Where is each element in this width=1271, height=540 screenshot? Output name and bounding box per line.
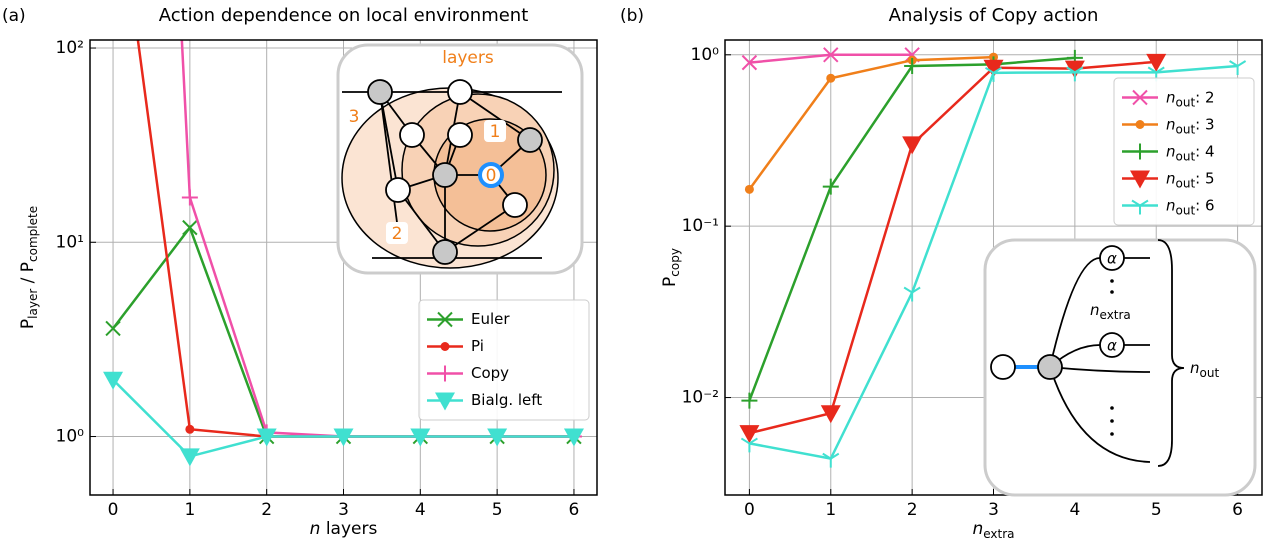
marker — [902, 136, 923, 155]
inset-number: 2 — [392, 224, 403, 244]
marker — [1130, 170, 1150, 189]
marker — [741, 392, 758, 409]
x-axis-label: nextra — [972, 519, 1014, 540]
x-tick-label: 4 — [1069, 500, 1080, 520]
legend: nout: 2 nout: 3 nout: 4 nout: 5 nout: 6 — [1113, 77, 1255, 226]
marker — [185, 424, 195, 434]
y-tick-label: 10¹ — [56, 232, 84, 252]
marker — [182, 219, 198, 236]
marker — [904, 58, 921, 75]
x-tick-label: 1 — [184, 500, 195, 520]
chart-title: Action dependence on local environment — [159, 5, 529, 26]
marker — [410, 428, 431, 447]
marker — [822, 178, 839, 195]
inset-number: 3 — [349, 107, 360, 127]
legend-label: Copy — [471, 364, 509, 382]
marker — [822, 452, 840, 468]
marker — [487, 428, 508, 447]
marker — [256, 428, 277, 447]
marker — [1131, 199, 1149, 215]
y-tick-label: 10⁻² — [682, 388, 719, 408]
marker — [1132, 89, 1148, 106]
plot-frame — [89, 39, 598, 496]
marker — [823, 47, 839, 63]
marker — [1229, 60, 1247, 76]
legend-label: Bialg. left — [471, 391, 542, 409]
legend-box — [418, 299, 590, 421]
y-tick-label: 10⁰ — [691, 45, 720, 65]
marker — [105, 320, 121, 337]
legend-box — [1113, 77, 1255, 226]
marker — [1146, 53, 1167, 72]
marker — [1064, 60, 1085, 79]
inset-diagram: layers 3 1 0 2 — [336, 43, 584, 275]
inset-n-extra: nextra — [1090, 301, 1131, 322]
legend-label: nout: 4 — [1166, 142, 1215, 163]
marker — [740, 437, 758, 453]
y-tick-label: 10⁻¹ — [682, 216, 719, 236]
x-tick-label: 3 — [338, 500, 349, 520]
marker — [826, 73, 836, 83]
series-line — [749, 60, 1157, 435]
x-tick-label: 5 — [1151, 500, 1162, 520]
plot-frame — [724, 39, 1263, 496]
plot — [739, 47, 1247, 468]
plot — [103, 40, 584, 467]
inset-title: layers — [442, 48, 494, 68]
legend-label: nout: 2 — [1166, 88, 1215, 109]
marker — [103, 371, 124, 390]
inset-alpha: α — [1107, 250, 1117, 268]
y-tick-label: 10² — [56, 38, 84, 58]
inset-number: 1 — [490, 122, 501, 142]
chart-title: Analysis of Copy action — [889, 5, 1099, 26]
marker — [903, 286, 921, 302]
marker — [435, 392, 455, 411]
panel-label: (a) — [2, 6, 26, 26]
x-tick-label: 6 — [569, 500, 580, 520]
y-axis-label: Player / Pcomplete — [18, 206, 40, 329]
legend: Euler Pi Copy Bialg. left — [418, 299, 590, 421]
legend-label: Euler — [471, 310, 510, 328]
marker — [181, 189, 198, 206]
inset-alpha: α — [1107, 337, 1117, 355]
marker — [744, 184, 754, 194]
marker — [983, 59, 1004, 78]
panel-label: (b) — [620, 6, 644, 26]
marker — [1066, 66, 1084, 82]
x-tick-label: 2 — [261, 500, 272, 520]
x-tick-label: 1 — [825, 500, 836, 520]
x-axis-label: n layers — [310, 519, 378, 539]
x-tick-label: 6 — [1232, 500, 1243, 520]
marker — [741, 54, 758, 71]
marker — [1135, 120, 1145, 129]
inset-number: 0 — [486, 166, 497, 186]
y-axis-label: Pcopy — [660, 248, 682, 287]
inset-diagram: α α nextra nout — [983, 238, 1257, 497]
marker — [820, 405, 841, 424]
marker — [563, 428, 584, 447]
marker — [333, 428, 354, 447]
x-tick-label: 0 — [108, 500, 119, 520]
marker — [440, 342, 450, 351]
x-tick-label: 5 — [492, 500, 503, 520]
x-tick-label: 2 — [907, 500, 918, 520]
marker — [437, 365, 453, 382]
marker — [179, 448, 200, 467]
x-tick-label: 0 — [744, 500, 755, 520]
y-tick-label: 10⁰ — [56, 427, 85, 447]
inset-n-out: nout — [1190, 359, 1219, 380]
marker — [437, 311, 453, 328]
legend-label: nout: 3 — [1166, 115, 1215, 136]
series-line — [748, 55, 994, 191]
legend-label: Pi — [471, 337, 484, 355]
legend-label: nout: 6 — [1166, 196, 1215, 217]
x-tick-label: 4 — [415, 500, 426, 520]
marker — [1132, 143, 1148, 160]
legend-label: nout: 5 — [1166, 169, 1215, 190]
marker — [984, 66, 1003, 82]
x-tick-label: 3 — [988, 500, 999, 520]
marker — [739, 425, 760, 444]
